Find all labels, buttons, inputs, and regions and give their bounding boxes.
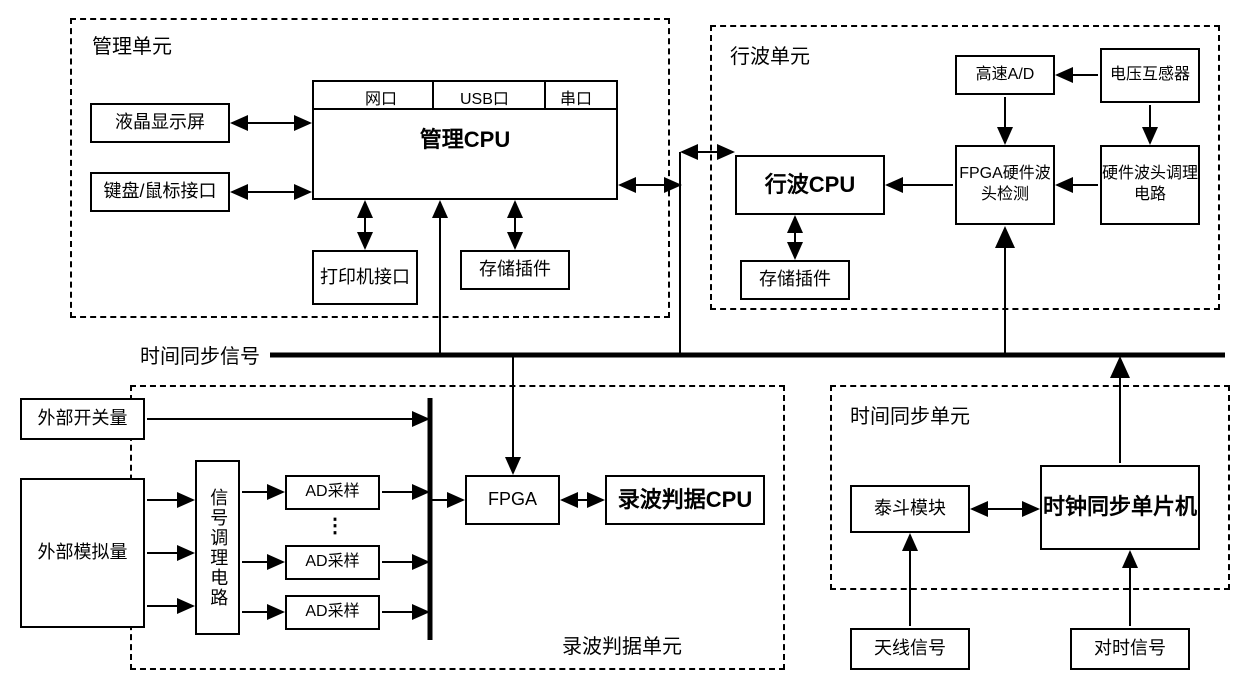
wave-storage: 存储插件 (740, 260, 850, 300)
cpu-port-vdiv1 (432, 82, 434, 108)
timing-box: 对时信号 (1070, 628, 1190, 670)
timesync-mcu: 时钟同步单片机 (1040, 465, 1200, 550)
antenna-box: 天线信号 (850, 628, 970, 670)
signal-cond: 信号调理电路 (195, 460, 240, 635)
mgmt-storage-box: 存储插件 (460, 250, 570, 290)
cpu-port-vdiv2 (544, 82, 546, 108)
ext-switch: 外部开关量 (20, 398, 145, 440)
ad-sample-2: AD采样 (285, 545, 380, 580)
rec-cpu: 录波判据CPU (605, 475, 765, 525)
port-serial: 串口 (560, 85, 592, 109)
port-net: 网口 (365, 85, 397, 109)
keyboard-box: 键盘/鼠标接口 (90, 172, 230, 212)
management-cpu-label: 管理CPU (420, 126, 510, 155)
voltage-transformer: 电压互感器 (1100, 48, 1200, 103)
wave-cpu: 行波CPU (735, 155, 885, 215)
hw-circuit: 硬件波头调理电路 (1100, 145, 1200, 225)
port-usb: USB口 (460, 85, 509, 109)
fpga-detect: FPGA硬件波头检测 (955, 145, 1055, 225)
taidou-box: 泰斗模块 (850, 485, 970, 533)
timesync-label: 时间同步单元 (850, 400, 970, 429)
highspeed-ad: 高速A/D (955, 55, 1055, 95)
ad-sample-3: AD采样 (285, 595, 380, 630)
ad-sample-1: AD采样 (285, 475, 380, 510)
dots: ⋮ (325, 513, 345, 538)
wave-label: 行波单元 (730, 40, 810, 69)
recording-label: 录波判据单元 (562, 630, 682, 659)
lcd-box: 液晶显示屏 (90, 103, 230, 143)
management-label: 管理单元 (92, 30, 172, 59)
printer-box: 打印机接口 (312, 250, 418, 305)
bus-label: 时间同步信号 (140, 340, 260, 369)
ext-analog: 外部模拟量 (20, 478, 145, 628)
fpga-box: FPGA (465, 475, 560, 525)
